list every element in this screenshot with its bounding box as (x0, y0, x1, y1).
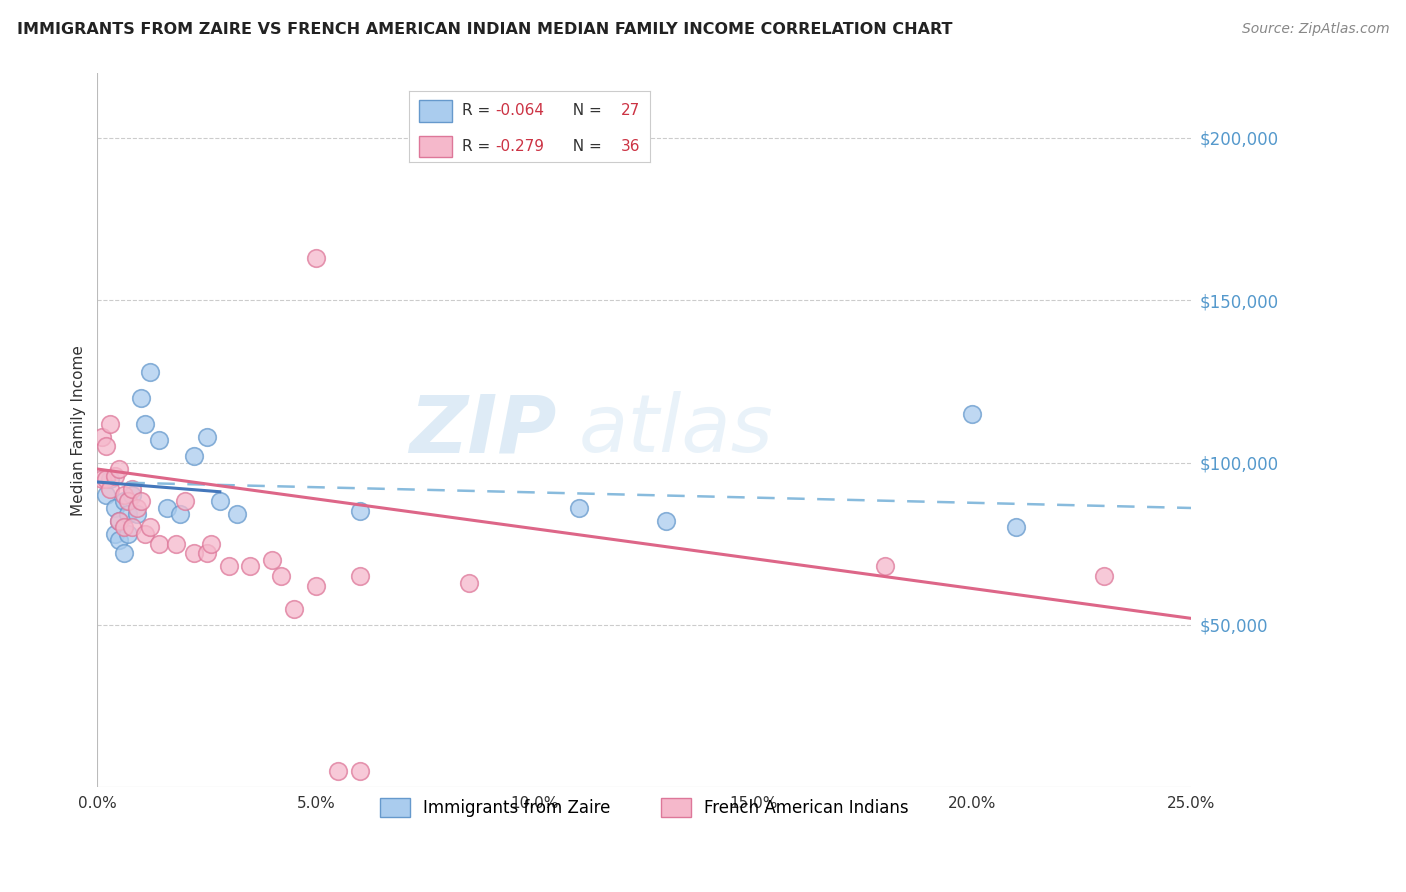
Point (117, 494, 139, 508)
Point (173, 494, 195, 508)
Point (90, 429, 112, 443)
Point (326, 764, 349, 778)
Point (125, 508, 148, 522)
Point (183, 449, 205, 463)
Point (121, 482, 143, 496)
Point (169, 508, 191, 522)
Point (108, 514, 131, 528)
Point (183, 546, 205, 560)
Point (262, 553, 284, 567)
Point (104, 527, 127, 541)
Y-axis label: Median Family Income: Median Family Income (72, 344, 86, 516)
Point (195, 546, 218, 560)
Point (568, 500, 591, 515)
Point (134, 417, 156, 431)
Point (148, 537, 170, 551)
Text: ZIP: ZIP (409, 391, 557, 469)
Point (104, 500, 127, 515)
Point (156, 500, 179, 515)
Point (349, 764, 371, 778)
Point (148, 433, 170, 447)
Text: IMMIGRANTS FROM ZAIRE VS FRENCH AMERICAN INDIAN MEDIAN FAMILY INCOME CORRELATION: IMMIGRANTS FROM ZAIRE VS FRENCH AMERICAN… (17, 22, 952, 37)
Text: atlas: atlas (579, 391, 773, 469)
Point (655, 514, 678, 528)
Point (458, 575, 481, 590)
Point (139, 365, 162, 379)
Point (94, 488, 117, 502)
Point (165, 537, 187, 551)
Point (349, 569, 371, 583)
Point (218, 559, 240, 574)
Point (117, 527, 139, 541)
Point (94, 439, 117, 453)
Point (104, 468, 127, 483)
Point (1005, 520, 1028, 534)
Point (112, 520, 135, 534)
Point (117, 508, 139, 522)
Point (108, 514, 131, 528)
Point (100, 472, 122, 486)
Point (121, 520, 143, 534)
Point (100, 417, 122, 431)
Point (129, 391, 152, 405)
Point (108, 533, 131, 548)
Point (94, 472, 117, 486)
Point (239, 559, 262, 574)
Point (305, 579, 328, 593)
Point (349, 504, 371, 518)
Text: Source: ZipAtlas.com: Source: ZipAtlas.com (1241, 22, 1389, 37)
Point (121, 488, 143, 502)
Point (139, 520, 162, 534)
Point (90, 472, 112, 486)
Point (112, 494, 135, 508)
Point (270, 569, 292, 583)
Point (283, 601, 305, 615)
Point (195, 429, 218, 443)
Point (226, 508, 249, 522)
Point (125, 500, 148, 515)
Point (962, 407, 984, 421)
Point (112, 488, 135, 502)
Point (1092, 569, 1115, 583)
Point (100, 482, 122, 496)
Point (873, 559, 896, 574)
Point (108, 462, 131, 476)
Point (112, 546, 135, 560)
Point (129, 494, 152, 508)
Point (208, 494, 231, 508)
Legend: Immigrants from Zaire, French American Indians: Immigrants from Zaire, French American I… (371, 789, 917, 825)
Point (305, 251, 328, 265)
Point (134, 527, 156, 541)
Point (200, 537, 222, 551)
